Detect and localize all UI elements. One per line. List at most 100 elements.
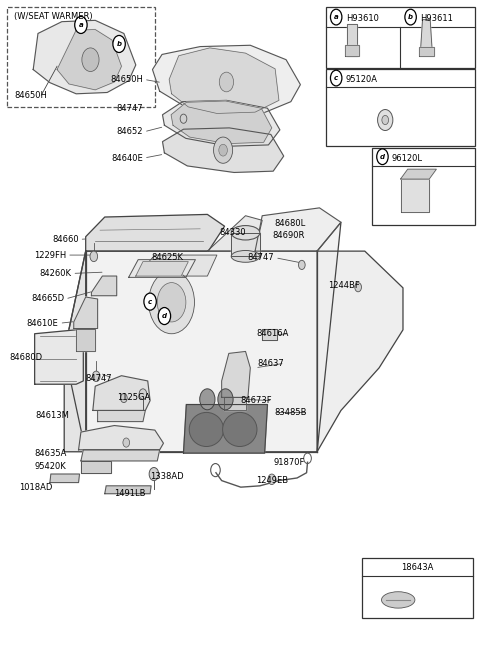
Polygon shape [317, 251, 403, 452]
Polygon shape [222, 351, 250, 397]
Ellipse shape [189, 413, 224, 447]
Circle shape [92, 371, 100, 382]
Text: 84673F: 84673F [240, 396, 272, 405]
Polygon shape [97, 411, 145, 422]
Circle shape [75, 16, 87, 34]
Text: 84652: 84652 [117, 127, 143, 136]
Text: 84637: 84637 [257, 359, 284, 368]
Text: b: b [117, 41, 121, 47]
Text: 84616A: 84616A [256, 329, 288, 338]
Text: a: a [79, 22, 84, 28]
Bar [325, 69, 475, 147]
Text: 84610E: 84610E [27, 319, 59, 328]
Polygon shape [91, 276, 117, 296]
Polygon shape [64, 222, 341, 452]
Circle shape [382, 116, 388, 125]
Text: 1491LB: 1491LB [114, 489, 145, 498]
Circle shape [200, 389, 215, 410]
Polygon shape [81, 461, 111, 473]
Circle shape [139, 389, 147, 399]
Circle shape [180, 114, 187, 124]
Text: 91870F: 91870F [274, 459, 305, 467]
Text: c: c [334, 75, 338, 81]
Circle shape [330, 70, 342, 86]
Bar [7, 7, 155, 107]
Polygon shape [347, 24, 357, 56]
Circle shape [219, 72, 234, 92]
Text: 84613M: 84613M [35, 411, 69, 420]
Text: 84747: 84747 [116, 104, 143, 113]
Text: 84747: 84747 [248, 253, 274, 262]
Polygon shape [163, 128, 284, 173]
Text: 95420K: 95420K [35, 462, 67, 470]
Polygon shape [50, 474, 80, 483]
Polygon shape [420, 20, 432, 49]
Text: H93610: H93610 [346, 14, 379, 23]
Ellipse shape [223, 413, 257, 447]
Circle shape [355, 283, 361, 292]
Polygon shape [153, 45, 300, 115]
Circle shape [113, 35, 125, 53]
Text: 84680D: 84680D [10, 353, 43, 362]
Text: 1249EB: 1249EB [256, 476, 288, 485]
Polygon shape [401, 170, 436, 179]
Text: 84650H: 84650H [14, 91, 47, 100]
Polygon shape [345, 45, 359, 56]
Text: 84660: 84660 [52, 235, 79, 244]
Text: 84665D: 84665D [31, 294, 64, 304]
Text: 84260K: 84260K [39, 269, 72, 278]
Bar [362, 558, 473, 618]
Text: 1338AD: 1338AD [150, 472, 183, 480]
Text: 84625K: 84625K [152, 252, 183, 261]
Text: d: d [162, 313, 167, 319]
Circle shape [149, 468, 159, 481]
Circle shape [158, 307, 170, 325]
Circle shape [405, 9, 416, 25]
Circle shape [157, 283, 186, 322]
Ellipse shape [231, 225, 260, 240]
Polygon shape [401, 179, 429, 212]
Text: 84635A: 84635A [34, 449, 67, 457]
Text: 84650H: 84650H [110, 75, 143, 84]
Polygon shape [136, 255, 217, 276]
Circle shape [90, 251, 97, 261]
Circle shape [299, 260, 305, 269]
Polygon shape [163, 101, 280, 147]
Polygon shape [93, 376, 150, 411]
Text: 84330: 84330 [219, 228, 246, 237]
Text: 1125GA: 1125GA [117, 394, 150, 403]
Text: 96120L: 96120L [392, 154, 423, 163]
Circle shape [214, 137, 233, 164]
Polygon shape [169, 48, 279, 114]
Polygon shape [86, 214, 225, 251]
Polygon shape [79, 426, 164, 450]
Polygon shape [231, 233, 260, 256]
Circle shape [144, 293, 156, 310]
Text: 84690R: 84690R [273, 231, 305, 240]
Text: 1229FH: 1229FH [35, 250, 67, 260]
Polygon shape [105, 486, 151, 493]
Text: 1244BF: 1244BF [328, 281, 360, 290]
Circle shape [120, 394, 127, 403]
Text: (W/SEAT WARMER): (W/SEAT WARMER) [14, 12, 93, 22]
Polygon shape [35, 330, 84, 384]
Text: b: b [408, 14, 413, 20]
Polygon shape [64, 251, 86, 452]
Circle shape [219, 145, 228, 156]
Ellipse shape [231, 250, 260, 262]
Text: d: d [380, 154, 385, 160]
Text: 18643A: 18643A [402, 562, 434, 572]
Polygon shape [224, 397, 246, 411]
Ellipse shape [382, 592, 415, 608]
Polygon shape [262, 328, 276, 340]
Text: 83485B: 83485B [274, 408, 307, 417]
Polygon shape [183, 405, 267, 453]
Text: c: c [148, 299, 152, 305]
Circle shape [378, 110, 393, 131]
Circle shape [149, 271, 194, 334]
Polygon shape [255, 208, 341, 251]
Polygon shape [129, 260, 195, 277]
Polygon shape [419, 47, 434, 56]
Circle shape [330, 9, 342, 25]
Text: 84680L: 84680L [274, 219, 305, 228]
